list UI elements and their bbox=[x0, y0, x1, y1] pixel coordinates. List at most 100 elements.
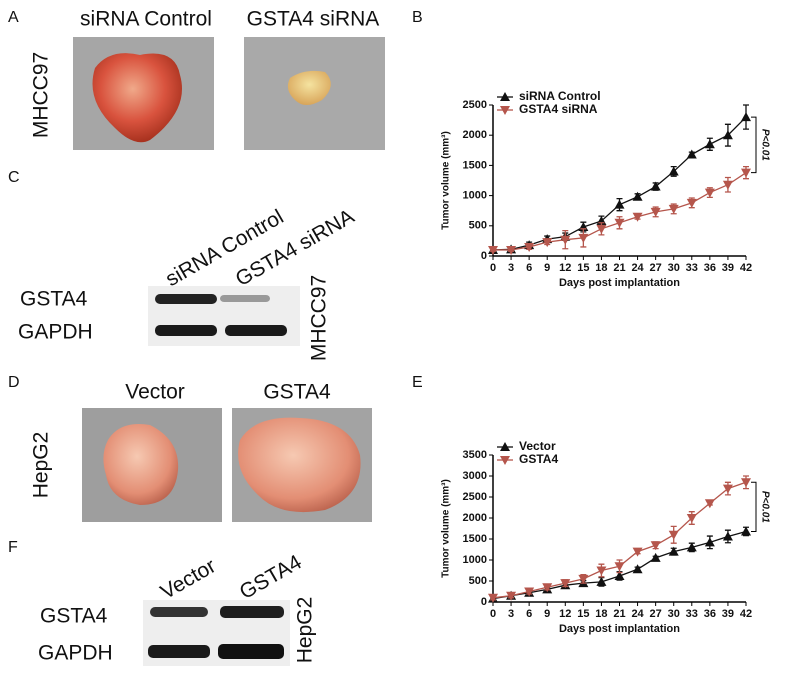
marker bbox=[668, 546, 679, 556]
y-tick-label: 0 bbox=[481, 596, 487, 608]
row-label: GAPDH bbox=[38, 642, 113, 665]
marker bbox=[741, 112, 751, 122]
x-tick-label: 21 bbox=[613, 262, 625, 274]
x-tick-label: 30 bbox=[668, 262, 680, 274]
tumor bbox=[238, 417, 361, 513]
x-tick-label: 39 bbox=[722, 608, 734, 620]
y-tick-label: 500 bbox=[469, 220, 487, 232]
marker bbox=[578, 233, 589, 243]
marker bbox=[650, 181, 661, 191]
marker bbox=[668, 530, 679, 540]
x-tick-label: 15 bbox=[577, 262, 589, 274]
series-line bbox=[492, 116, 747, 251]
x-tick-label: 24 bbox=[631, 262, 644, 274]
x-tick-label: 36 bbox=[704, 262, 716, 274]
x-axis-label: Days post implantation bbox=[559, 623, 680, 635]
marker bbox=[741, 478, 751, 488]
x-tick-label: 33 bbox=[686, 608, 698, 620]
lane-label: siRNA Control bbox=[162, 205, 288, 291]
panel-label: F bbox=[8, 539, 18, 556]
legend-marker bbox=[500, 92, 510, 101]
band bbox=[148, 645, 210, 658]
marker bbox=[704, 139, 715, 149]
panel-label: A bbox=[8, 9, 19, 26]
x-tick-label: 9 bbox=[544, 608, 550, 620]
panel-label: C bbox=[8, 169, 20, 186]
y-tick-label: 2000 bbox=[463, 129, 487, 141]
x-tick-label: 24 bbox=[631, 608, 644, 620]
legend-marker bbox=[500, 456, 510, 465]
marker bbox=[704, 499, 715, 509]
marker bbox=[488, 593, 498, 603]
panel-label: E bbox=[412, 374, 423, 391]
y-tick-label: 500 bbox=[469, 575, 487, 587]
marker bbox=[614, 562, 625, 572]
x-tick-label: 33 bbox=[686, 262, 698, 274]
marker bbox=[686, 514, 697, 523]
marker bbox=[722, 130, 733, 140]
legend-label: Vector bbox=[519, 439, 556, 453]
tumor bbox=[103, 424, 179, 505]
marker bbox=[560, 579, 571, 589]
marker bbox=[614, 218, 625, 228]
marker bbox=[650, 207, 661, 217]
annotation: P<0.01 bbox=[759, 491, 770, 523]
x-tick-label: 6 bbox=[526, 608, 532, 620]
legend-marker bbox=[500, 442, 510, 451]
lane-label: Vector bbox=[157, 554, 220, 604]
marker bbox=[686, 149, 697, 159]
photo-label: Vector bbox=[125, 381, 185, 404]
marker bbox=[542, 583, 553, 593]
x-tick-label: 18 bbox=[595, 608, 607, 620]
x-tick-label: 21 bbox=[613, 608, 625, 620]
row-label: GSTA4 bbox=[40, 605, 108, 628]
tumor bbox=[92, 53, 182, 143]
x-tick-label: 27 bbox=[650, 262, 662, 274]
row-label: GSTA4 bbox=[20, 288, 88, 311]
x-tick-label: 12 bbox=[559, 262, 571, 274]
marker bbox=[596, 224, 607, 234]
marker bbox=[542, 238, 553, 248]
marker bbox=[632, 212, 643, 222]
legend-label: siRNA Control bbox=[519, 89, 601, 103]
legend-marker bbox=[500, 106, 510, 115]
cell-line: HepG2 bbox=[30, 432, 53, 499]
significance-bracket bbox=[751, 481, 757, 532]
marker bbox=[650, 552, 661, 562]
y-tick-label: 2500 bbox=[463, 491, 487, 503]
y-tick-label: 2500 bbox=[463, 99, 487, 111]
cell-line: MHCC97 bbox=[30, 52, 53, 138]
y-tick-label: 2000 bbox=[463, 512, 487, 524]
band bbox=[220, 295, 270, 302]
x-tick-label: 3 bbox=[508, 608, 514, 620]
marker bbox=[524, 242, 535, 252]
marker bbox=[614, 199, 625, 209]
marker bbox=[722, 180, 733, 190]
y-axis-label: Tumor volume (mm³) bbox=[441, 131, 452, 230]
lane-label: GSTA4 siRNA bbox=[232, 205, 358, 291]
y-tick-label: 3500 bbox=[463, 449, 487, 461]
significance-bracket bbox=[751, 116, 757, 174]
marker bbox=[560, 235, 571, 245]
band bbox=[150, 607, 208, 617]
x-tick-label: 0 bbox=[490, 608, 496, 620]
marker bbox=[668, 204, 679, 214]
marker bbox=[596, 566, 607, 576]
band bbox=[155, 325, 217, 336]
band bbox=[225, 325, 287, 336]
x-tick-label: 27 bbox=[650, 608, 662, 620]
marker bbox=[578, 574, 589, 584]
band bbox=[155, 294, 217, 304]
marker bbox=[614, 570, 625, 580]
x-tick-label: 42 bbox=[740, 608, 752, 620]
y-tick-label: 1000 bbox=[463, 554, 487, 566]
x-tick-label: 15 bbox=[577, 608, 589, 620]
legend-label: GSTA4 bbox=[519, 452, 558, 466]
marker bbox=[722, 484, 733, 494]
x-tick-label: 42 bbox=[740, 262, 752, 274]
row-label: GAPDH bbox=[18, 321, 93, 344]
marker bbox=[506, 245, 517, 255]
x-tick-label: 36 bbox=[704, 608, 716, 620]
marker bbox=[722, 531, 733, 541]
